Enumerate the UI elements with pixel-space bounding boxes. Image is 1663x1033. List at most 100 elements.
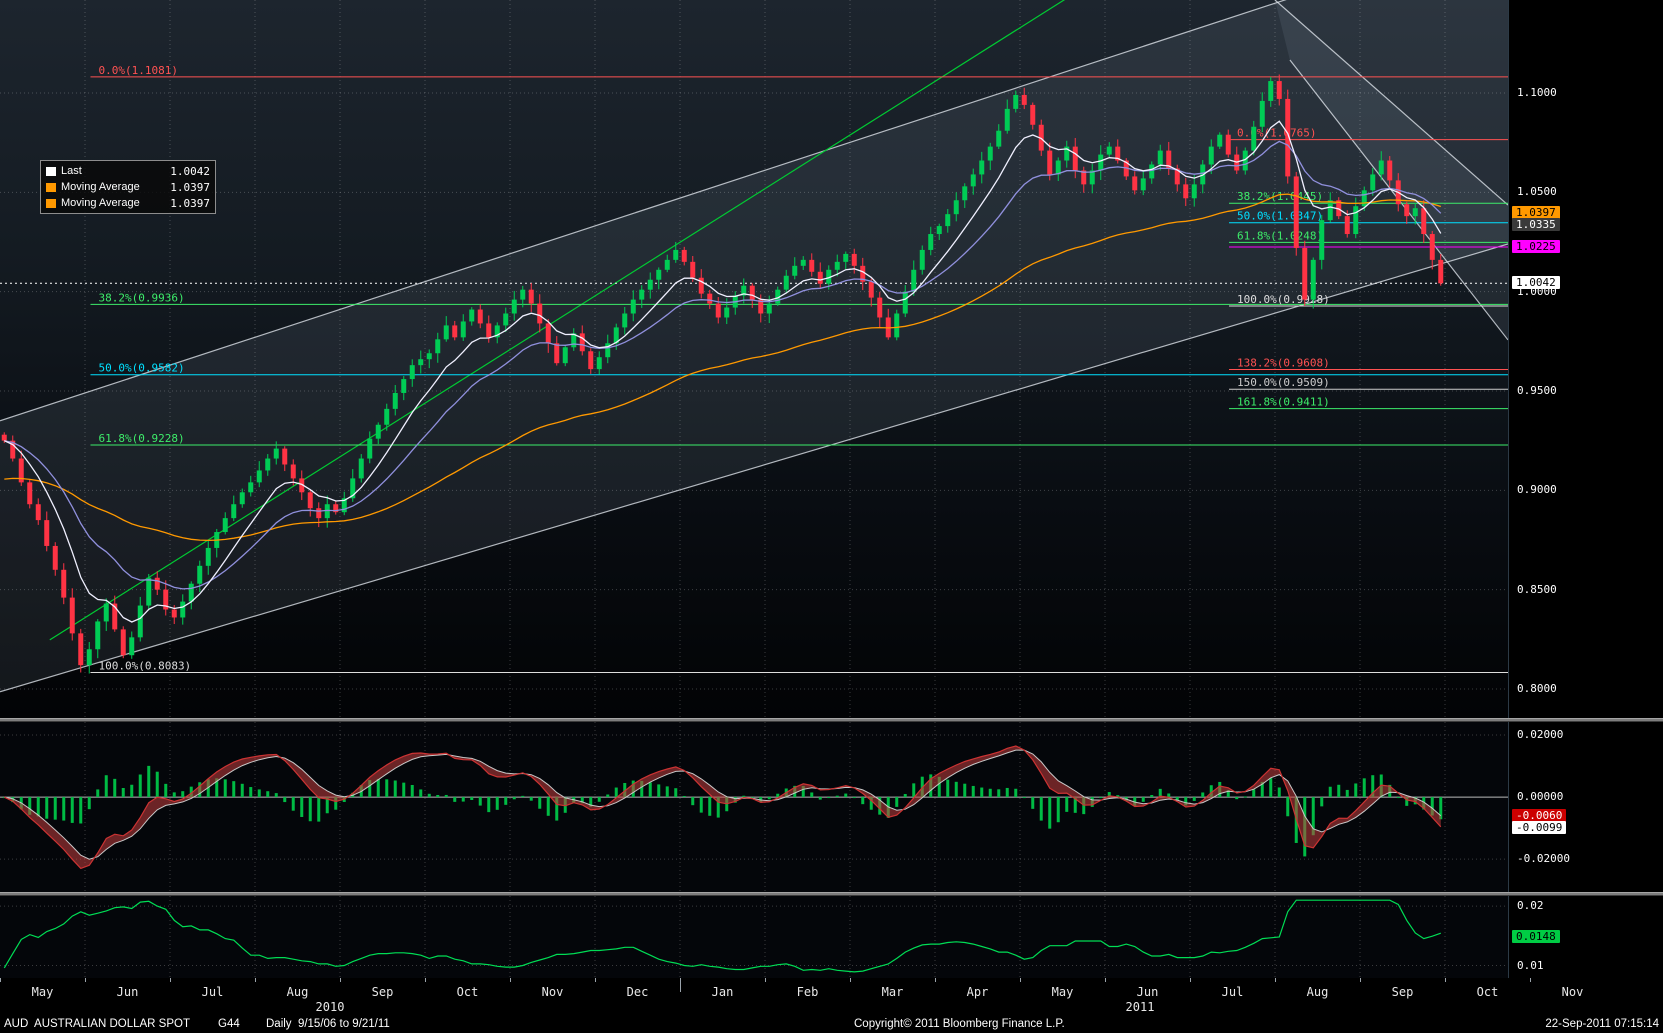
candle-body <box>1370 174 1376 191</box>
histogram-bar <box>1430 797 1434 816</box>
time-axis[interactable]: May Jun Jul Aug Sep Oct Nov Dec Jan Feb Mar Apr May J… <box>0 978 1663 1016</box>
candle-body <box>1225 134 1231 155</box>
histogram-bar <box>113 778 117 798</box>
candle-body <box>792 265 798 276</box>
histogram-bar <box>699 797 703 813</box>
histogram-bar <box>215 778 219 798</box>
histogram-bar <box>648 782 652 798</box>
fib-level-label: 150.0%(0.9509) <box>1237 376 1330 389</box>
macd-chart-canvas[interactable] <box>0 722 1508 892</box>
year-label: 2010 <box>315 1000 345 1014</box>
histogram-bar <box>852 797 856 799</box>
candle-body <box>69 597 75 634</box>
candle-body <box>970 174 976 187</box>
axis-value-badge: -0.0060 <box>1512 808 1567 822</box>
histogram-bar <box>861 797 865 805</box>
histogram-bar <box>1014 788 1018 798</box>
histogram-bar <box>181 791 185 798</box>
panel-divider[interactable] <box>0 892 1663 896</box>
histogram-bar <box>334 797 338 810</box>
histogram-bar <box>376 778 380 798</box>
price-axis[interactable]: 1.1000 1.0500 1.0000 0.9500 0.9000 0.8500 0.80… <box>1508 0 1663 718</box>
volatility-axis[interactable]: 0.02 0.01 0.0148 <box>1508 896 1663 978</box>
histogram-bar <box>512 797 516 800</box>
histogram-bar <box>521 795 525 798</box>
candle-body <box>1072 146 1078 171</box>
candle-body <box>248 482 254 493</box>
axis-tick-label: 0.01 <box>1517 958 1544 972</box>
candle-body <box>596 357 602 370</box>
histogram-bar <box>708 797 712 816</box>
legend-swatch-last <box>46 166 56 176</box>
histogram-bar <box>903 793 907 798</box>
histogram-bar <box>1277 787 1281 798</box>
chart-legend[interactable]: Last 1.0042 Moving Average 1.0397 Moving… <box>40 160 216 214</box>
candle-body <box>1361 190 1367 207</box>
candle-body <box>358 458 364 479</box>
axis-value-badge: -0.0099 <box>1512 820 1567 834</box>
histogram-bar <box>742 795 746 798</box>
function-code: G44 <box>218 1018 240 1030</box>
candle-body <box>1302 247 1308 300</box>
histogram-bar <box>130 784 134 798</box>
histogram-bar <box>402 782 406 798</box>
histogram-bar <box>895 797 899 807</box>
signal-line <box>4 749 1442 860</box>
candle-body <box>1276 81 1282 99</box>
candle-body <box>868 281 874 298</box>
candle-body <box>894 313 900 338</box>
histogram-bar <box>1235 797 1239 800</box>
axis-value-badge: 1.0042 <box>1512 276 1560 290</box>
histogram-bar <box>606 794 610 798</box>
month-tick <box>425 978 426 982</box>
month-tick <box>1530 978 1531 982</box>
moving-average-line <box>4 140 1442 590</box>
histogram-bar <box>997 789 1001 798</box>
month-label: Jul <box>201 985 224 999</box>
candle-body <box>630 299 636 314</box>
candle-body <box>1344 216 1350 235</box>
histogram-bar <box>1337 784 1341 798</box>
histogram-bar <box>53 797 57 820</box>
candle-body <box>1268 81 1274 101</box>
candle-body <box>1353 206 1359 235</box>
candle-body <box>350 478 356 499</box>
histogram-bar <box>300 797 304 817</box>
histogram-bar <box>1328 786 1332 798</box>
price-chart-canvas[interactable]: 0.0%(1.1081) 38.2%(0.9936) 50.0%(0.9582) 61… <box>0 0 1508 718</box>
macd-axis[interactable]: 0.02000 0.00000 -0.02000 -0.0060 -0.0099 <box>1508 722 1663 892</box>
histogram-bar <box>1320 797 1324 807</box>
month-label: Jun <box>1136 985 1159 999</box>
candle-body <box>239 492 245 505</box>
histogram-bar <box>776 793 780 798</box>
histogram-bar <box>1133 797 1137 806</box>
candle-body <box>749 285 755 300</box>
candle-body <box>1013 94 1019 109</box>
candle-body <box>367 438 373 459</box>
candle-body <box>1387 160 1393 181</box>
histogram-bar <box>1354 783 1358 798</box>
legend-value: 1.0042 <box>170 164 210 178</box>
histogram-bar <box>427 793 431 798</box>
volatility-chart-canvas[interactable] <box>0 896 1508 978</box>
histogram-bar <box>1371 775 1375 798</box>
extra-level-lines <box>0 246 1508 284</box>
candle-body <box>120 629 126 656</box>
candle-body <box>707 293 713 304</box>
histogram-bar <box>623 782 627 798</box>
histogram-bar <box>580 797 584 804</box>
histogram-bar <box>1192 797 1196 801</box>
histogram-bar <box>249 787 253 798</box>
candle-body <box>477 309 483 324</box>
histogram-bar <box>121 788 125 798</box>
month-tick <box>1445 978 1446 982</box>
candle-body <box>435 339 441 354</box>
month-label: Feb <box>796 985 819 999</box>
histogram-bar <box>614 787 618 798</box>
panel-divider[interactable] <box>0 718 1663 722</box>
candle-body <box>537 303 543 324</box>
month-label: Jan <box>711 985 734 999</box>
candle-body <box>154 577 160 590</box>
candle-body <box>443 325 449 340</box>
histogram-bar <box>1065 797 1069 812</box>
